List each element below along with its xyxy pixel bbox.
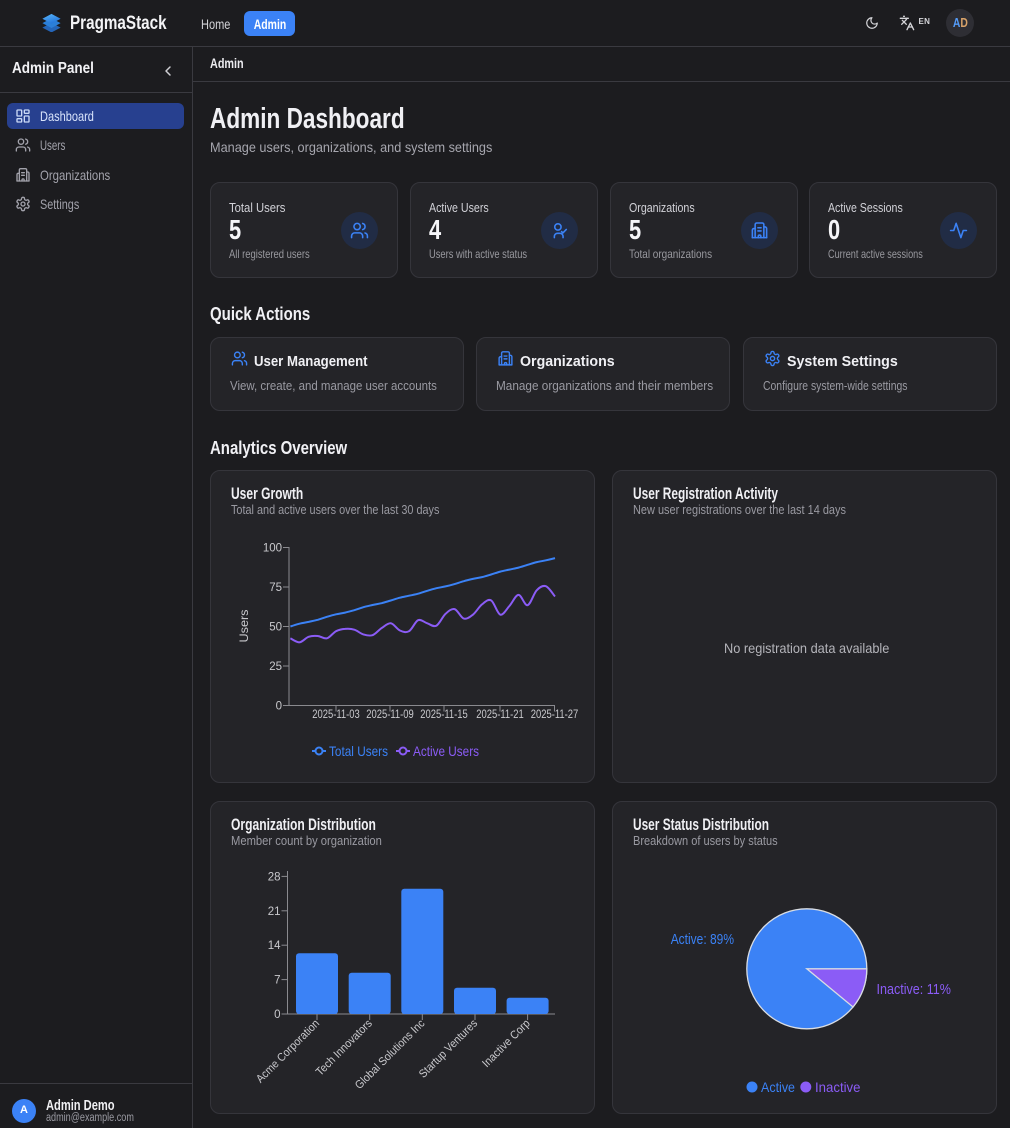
svg-text:Startup Ventures: Startup Ventures [417, 1017, 480, 1080]
svg-text:7: 7 [274, 975, 280, 987]
svg-text:Inactive Corp: Inactive Corp [480, 1018, 532, 1070]
svg-text:0: 0 [276, 701, 282, 713]
svg-text:25: 25 [269, 661, 282, 673]
svg-text:28: 28 [268, 871, 281, 883]
svg-text:2025-11-27: 2025-11-27 [531, 709, 579, 721]
svg-text:Acme Corporation: Acme Corporation [254, 1018, 322, 1086]
svg-text:Tech Innovators: Tech Innovators [314, 1017, 375, 1078]
svg-text:2025-11-21: 2025-11-21 [476, 709, 524, 721]
svg-text:0: 0 [274, 1009, 280, 1021]
svg-text:100: 100 [263, 543, 282, 555]
svg-text:Active Users: Active Users [413, 743, 479, 759]
svg-text:Users: Users [237, 610, 251, 643]
svg-text:Inactive: Inactive [815, 1079, 861, 1095]
svg-text:21: 21 [268, 906, 281, 918]
svg-text:75: 75 [269, 582, 282, 594]
svg-text:14: 14 [268, 940, 281, 952]
svg-text:2025-11-03: 2025-11-03 [312, 709, 360, 721]
svg-text:Active: Active [761, 1079, 795, 1095]
svg-text:2025-11-15: 2025-11-15 [420, 709, 468, 721]
svg-text:Active: 89%: Active: 89% [671, 932, 734, 948]
svg-text:50: 50 [269, 622, 282, 634]
svg-text:Total Users: Total Users [329, 743, 388, 759]
svg-text:2025-11-09: 2025-11-09 [366, 709, 414, 721]
svg-text:Inactive: 11%: Inactive: 11% [877, 982, 951, 998]
